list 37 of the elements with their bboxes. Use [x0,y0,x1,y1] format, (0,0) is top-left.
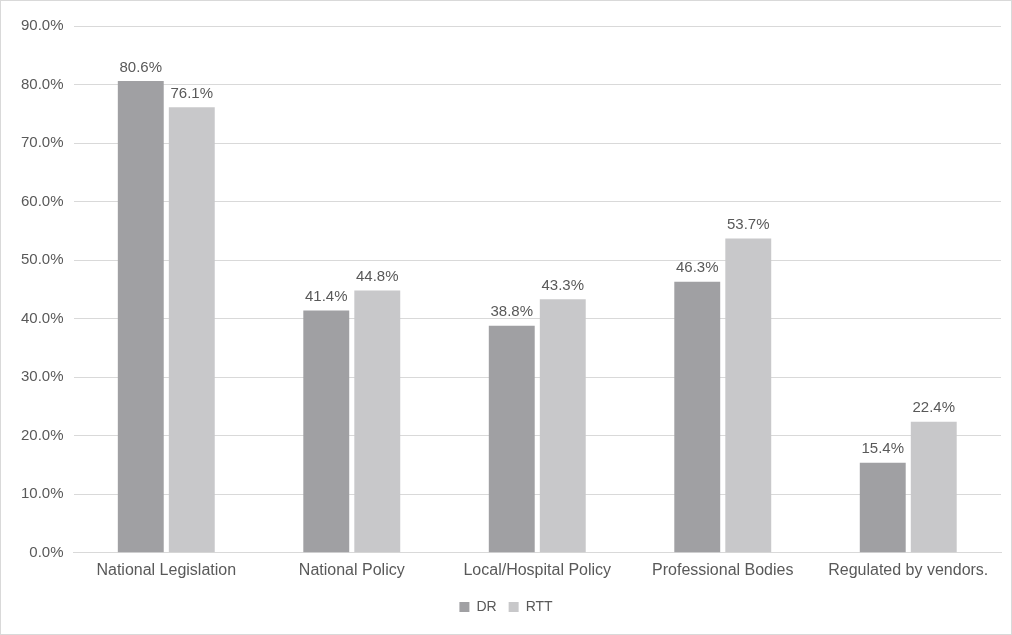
data-label: 41.4% [304,287,348,305]
y-tick-label: 70.0% [20,133,64,151]
data-label: 44.8% [356,267,399,285]
bar [674,281,721,553]
bar [117,81,164,553]
y-tick-label: 40.0% [20,308,64,326]
data-label: 46.3% [675,258,719,276]
y-tick-label: 0.0% [29,542,64,560]
y-tick-label: 20.0% [20,425,64,443]
bar [859,462,906,553]
y-tick-label: 50.0% [20,250,64,268]
x-tick-label: Professional Bodies [652,560,794,578]
data-label: 53.7% [726,215,770,233]
x-tick-label: National Policy [298,560,405,578]
y-tick-label: 30.0% [20,367,64,385]
data-label: 38.8% [490,302,534,320]
y-tick-label: 60.0% [20,191,64,209]
y-tick-label: 10.0% [20,484,64,502]
data-label: 80.6% [119,57,163,75]
data-label: 22.4% [912,398,956,416]
bar [539,299,586,553]
x-tick-label: Local/Hospital Policy [463,560,612,578]
bar [168,107,215,553]
legend-label: DR [476,597,497,614]
bar [354,290,401,553]
bar [488,325,535,553]
y-tick-label: 80.0% [20,74,64,92]
bar [303,310,350,553]
y-tick-label: 90.0% [20,16,64,34]
legend-label: RTT [525,597,554,614]
data-label: 76.1% [170,84,214,101]
bar [725,238,772,553]
x-tick-label: Regulated by vendors. [828,560,989,578]
bar [910,421,957,553]
data-label: 43.3% [541,275,585,293]
data-label: 15.4% [861,439,905,457]
x-tick-label: National Legislation [96,560,237,578]
